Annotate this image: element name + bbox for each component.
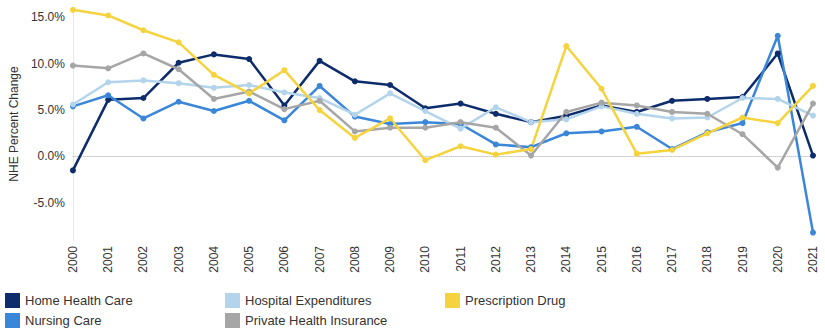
svg-text:2015: 2015 — [595, 246, 609, 273]
svg-text:Home Health Care: Home Health Care — [25, 293, 133, 308]
svg-text:2013: 2013 — [524, 246, 538, 273]
svg-text:2019: 2019 — [736, 246, 750, 273]
svg-text:-5.0%: -5.0% — [34, 196, 66, 210]
svg-text:Prescription Drug: Prescription Drug — [465, 293, 565, 308]
svg-text:2007: 2007 — [313, 246, 327, 273]
svg-text:2016: 2016 — [630, 246, 644, 273]
svg-text:2020: 2020 — [771, 246, 785, 273]
svg-text:Private Health Insurance: Private Health Insurance — [245, 313, 387, 328]
svg-text:2011: 2011 — [454, 246, 468, 272]
svg-text:2001: 2001 — [101, 246, 115, 273]
svg-text:10.0%: 10.0% — [31, 57, 65, 71]
svg-text:15.0%: 15.0% — [31, 10, 65, 24]
svg-text:2003: 2003 — [172, 246, 186, 273]
svg-text:2010: 2010 — [418, 246, 432, 273]
svg-text:5.0%: 5.0% — [38, 103, 66, 117]
svg-text:2004: 2004 — [207, 246, 221, 273]
svg-text:Hospital Expenditures: Hospital Expenditures — [245, 293, 372, 308]
svg-text:2005: 2005 — [242, 246, 256, 273]
svg-text:2002: 2002 — [136, 246, 150, 273]
svg-text:Nursing Care: Nursing Care — [25, 313, 102, 328]
svg-text:2012: 2012 — [489, 246, 503, 273]
svg-text:0.0%: 0.0% — [38, 149, 66, 163]
svg-text:2009: 2009 — [383, 246, 397, 273]
svg-text:2000: 2000 — [66, 246, 80, 273]
svg-text:2014: 2014 — [559, 246, 573, 273]
svg-text:NHE Percent Change: NHE Percent Change — [7, 66, 21, 182]
svg-text:2017: 2017 — [665, 246, 679, 273]
svg-text:2008: 2008 — [348, 246, 362, 273]
svg-text:2021: 2021 — [806, 246, 820, 273]
svg-text:2006: 2006 — [277, 246, 291, 273]
svg-text:2018: 2018 — [700, 246, 714, 273]
